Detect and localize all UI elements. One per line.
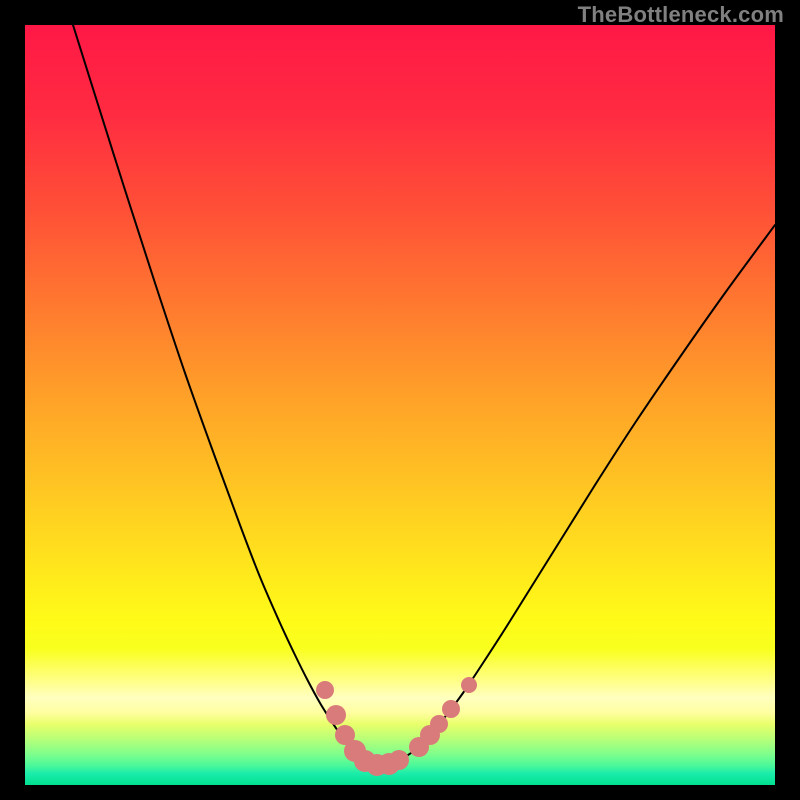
curve-marker [430,715,448,733]
curve-marker [326,705,346,725]
curve-marker [442,700,460,718]
curve-marker [461,677,477,693]
chart-plot-area [25,25,775,785]
curve-marker [316,681,334,699]
bottleneck-curve [25,25,775,785]
curve-marker [389,750,409,770]
